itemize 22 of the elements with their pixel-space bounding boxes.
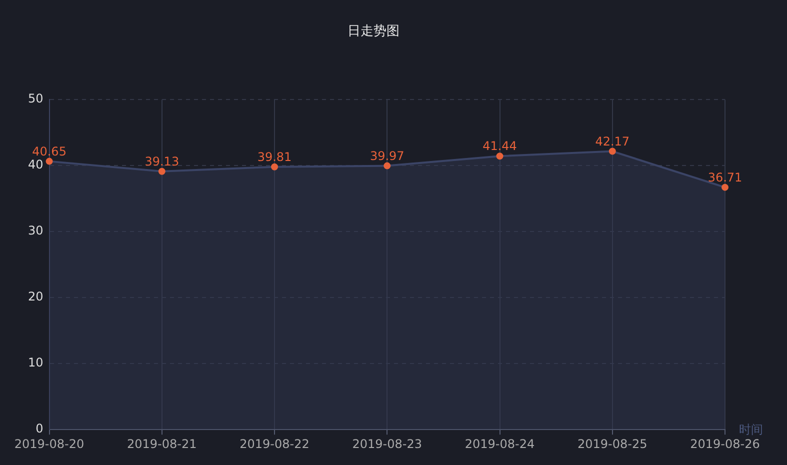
x-axis-title: 时间 <box>739 422 763 437</box>
y-tick-label: 30 <box>28 224 44 238</box>
x-tick-label: 2019-08-20 <box>14 436 84 451</box>
data-label: 39.81 <box>257 150 292 164</box>
data-label: 39.97 <box>370 148 404 163</box>
data-label: 40.65 <box>32 144 66 158</box>
data-label: 42.17 <box>595 134 630 148</box>
x-tick-label: 2019-08-23 <box>352 436 422 451</box>
x-tick-label: 2019-08-22 <box>240 436 310 451</box>
x-tick-label: 2019-08-24 <box>464 436 535 451</box>
chart-title: 日走势图 <box>348 24 400 40</box>
y-tick-label: 0 <box>36 422 44 436</box>
data-label: 36.71 <box>708 170 742 184</box>
data-label: 41.44 <box>482 139 517 154</box>
x-tick-label: 2019-08-25 <box>578 436 648 451</box>
y-tick-label: 40 <box>28 158 44 172</box>
data-label: 39.13 <box>144 154 180 168</box>
x-tick-label: 2019-08-26 <box>690 436 760 451</box>
y-tick-label: 10 <box>28 356 44 370</box>
y-tick-label: 50 <box>28 92 44 106</box>
y-tick-label: 20 <box>28 290 44 304</box>
x-tick-label: 2019-08-21 <box>127 436 197 451</box>
